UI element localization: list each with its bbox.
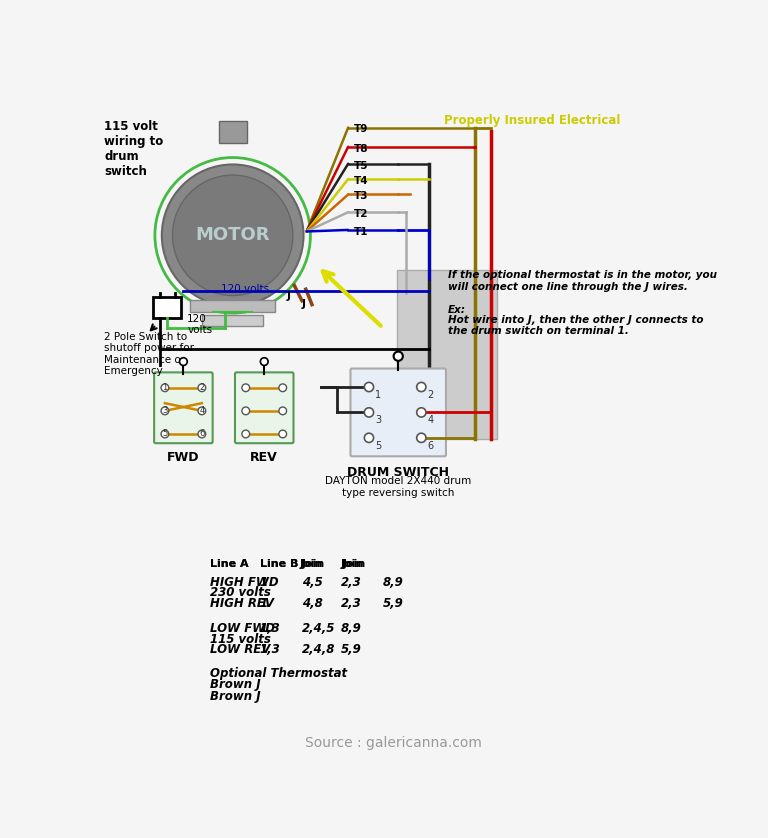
FancyBboxPatch shape: [235, 372, 293, 443]
Circle shape: [180, 358, 187, 365]
Text: 4: 4: [428, 416, 434, 426]
Text: Join: Join: [302, 559, 325, 569]
FancyBboxPatch shape: [350, 369, 446, 457]
Text: Join: Join: [343, 559, 366, 569]
Text: Hot wire into J, then the other J connects to
the drum switch on terminal 1.: Hot wire into J, then the other J connec…: [449, 314, 703, 336]
Text: 4,5: 4,5: [302, 576, 323, 588]
Circle shape: [198, 430, 206, 437]
Text: 115 volt
wiring to
drum
switch: 115 volt wiring to drum switch: [104, 120, 164, 178]
Text: 120
volts: 120 volts: [187, 314, 213, 335]
Text: Line A: Line A: [210, 559, 248, 569]
Text: 4,8: 4,8: [302, 597, 323, 610]
FancyBboxPatch shape: [202, 315, 263, 326]
Circle shape: [161, 430, 169, 437]
Text: 2,3: 2,3: [340, 597, 361, 610]
Text: 5: 5: [162, 429, 167, 438]
Text: LOW FWD: LOW FWD: [210, 622, 275, 635]
Circle shape: [279, 384, 286, 391]
Text: T1: T1: [353, 227, 368, 237]
Circle shape: [161, 384, 169, 391]
FancyBboxPatch shape: [219, 122, 247, 143]
Text: 1,3: 1,3: [260, 644, 280, 656]
Circle shape: [393, 352, 403, 361]
Text: 1: 1: [375, 390, 381, 400]
Text: 2: 2: [428, 390, 434, 400]
Circle shape: [242, 407, 250, 415]
Text: Ex:: Ex:: [449, 304, 466, 314]
Text: HIGH REV: HIGH REV: [210, 597, 273, 610]
Text: FWD: FWD: [167, 451, 200, 464]
Text: 1: 1: [260, 597, 268, 610]
Text: 6: 6: [428, 441, 434, 451]
Text: T8: T8: [353, 143, 368, 153]
Text: 2,3: 2,3: [340, 576, 361, 588]
FancyBboxPatch shape: [154, 372, 213, 443]
Text: DAYTON model 2X440 drum
type reversing switch: DAYTON model 2X440 drum type reversing s…: [325, 476, 472, 498]
Text: LOW REV: LOW REV: [210, 644, 270, 656]
Text: Line B: Line B: [260, 559, 298, 569]
Text: T3: T3: [353, 191, 368, 201]
Text: 1: 1: [260, 576, 268, 588]
Text: J: J: [302, 299, 306, 309]
Text: MOTOR: MOTOR: [195, 226, 270, 245]
Text: Join: Join: [340, 559, 364, 569]
Text: Brown J: Brown J: [210, 678, 260, 691]
Text: 1: 1: [162, 383, 167, 392]
Text: 115 volts: 115 volts: [210, 633, 270, 645]
Text: T2: T2: [353, 210, 368, 219]
Text: 5,9: 5,9: [340, 644, 361, 656]
Ellipse shape: [162, 164, 303, 306]
Text: 8,9: 8,9: [340, 622, 361, 635]
Text: Properly Insured Electrical: Properly Insured Electrical: [445, 115, 621, 127]
Text: REV: REV: [250, 451, 278, 464]
Circle shape: [364, 382, 373, 391]
Text: 230 volts: 230 volts: [210, 587, 270, 599]
Circle shape: [198, 407, 206, 415]
Text: 2: 2: [199, 383, 204, 392]
Text: 2,4,8: 2,4,8: [302, 644, 336, 656]
Text: 120 volts: 120 volts: [221, 284, 270, 294]
Text: 3: 3: [162, 406, 167, 416]
Circle shape: [417, 382, 426, 391]
Text: 5: 5: [375, 441, 382, 451]
Text: T9: T9: [353, 124, 368, 134]
Ellipse shape: [173, 175, 293, 296]
Circle shape: [279, 430, 286, 437]
Text: 1,3: 1,3: [260, 622, 280, 635]
Text: DRUM SWITCH: DRUM SWITCH: [347, 466, 449, 478]
Text: Source : galericanna.com: Source : galericanna.com: [305, 736, 482, 750]
Text: 4: 4: [199, 406, 204, 416]
Text: Join: Join: [300, 559, 323, 569]
Circle shape: [417, 408, 426, 417]
Text: 3: 3: [375, 416, 381, 426]
Text: T5: T5: [353, 161, 368, 171]
Text: Line A: Line A: [210, 559, 248, 569]
Text: 2 Pole Switch to
shutoff power for
Maintenance or
Emergency: 2 Pole Switch to shutoff power for Maint…: [104, 332, 194, 376]
Text: Brown J: Brown J: [210, 690, 260, 702]
Circle shape: [242, 430, 250, 437]
Text: If the optional thermostat is in the motor, you
will connect one line through th: If the optional thermostat is in the mot…: [449, 270, 717, 292]
Circle shape: [260, 358, 268, 365]
Text: J: J: [286, 291, 290, 301]
Circle shape: [161, 407, 169, 415]
Text: Optional Thermostat: Optional Thermostat: [210, 666, 346, 680]
FancyBboxPatch shape: [190, 300, 275, 313]
FancyBboxPatch shape: [397, 270, 497, 439]
Text: 8,9: 8,9: [382, 576, 403, 588]
Circle shape: [417, 433, 426, 442]
Circle shape: [242, 384, 250, 391]
Text: 6: 6: [199, 429, 204, 438]
Circle shape: [279, 407, 286, 415]
Text: HIGH FWD: HIGH FWD: [210, 576, 278, 588]
Text: 5,9: 5,9: [382, 597, 403, 610]
Text: 2,4,5: 2,4,5: [302, 622, 336, 635]
Circle shape: [364, 433, 373, 442]
Text: Line B: Line B: [260, 559, 298, 569]
FancyBboxPatch shape: [154, 297, 181, 318]
Text: T4: T4: [353, 176, 368, 186]
Circle shape: [364, 408, 373, 417]
Circle shape: [198, 384, 206, 391]
